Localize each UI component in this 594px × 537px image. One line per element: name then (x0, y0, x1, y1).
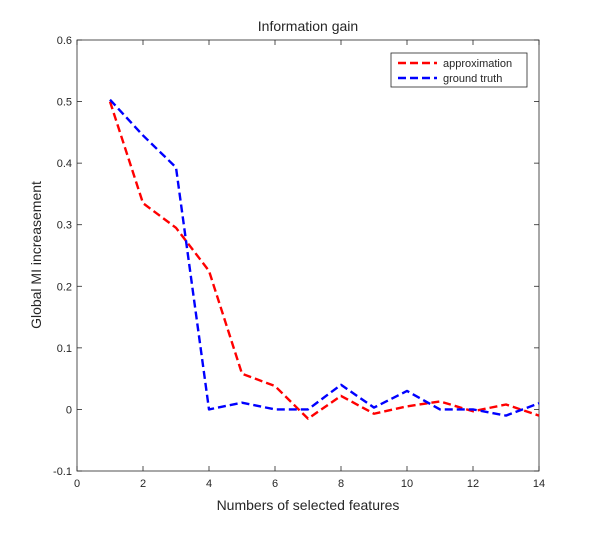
legend: approximation ground truth (390, 52, 528, 88)
x-axis-label: Numbers of selected features (217, 497, 400, 513)
y-tick-label: 0.3 (57, 220, 72, 232)
legend-label-ground-truth: ground truth (443, 73, 502, 85)
x-tick-label: 0 (74, 478, 80, 490)
y-tick-label: -0.1 (53, 466, 72, 478)
y-tick-label: 0.6 (57, 35, 72, 47)
y-tick-label: 0.2 (57, 281, 72, 293)
y-tick-label: 0 (66, 404, 72, 416)
x-axis-ticks: 0 2 4 6 8 10 12 14 (74, 40, 545, 490)
series-layer (108, 98, 540, 420)
x-tick-label: 8 (338, 478, 344, 490)
chart-title: Information gain (258, 18, 358, 34)
y-tick-label: 0.1 (57, 343, 72, 355)
x-tick-label: 14 (533, 478, 545, 490)
y-tick-label: 0.5 (57, 97, 72, 109)
y-axis-ticks: -0.1 0 0.1 0.2 0.3 0.4 0.5 0.6 (53, 35, 539, 478)
x-tick-label: 4 (206, 478, 212, 490)
series-line-approximation (108, 101, 540, 420)
x-tick-label: 6 (272, 478, 278, 490)
series-line-ground-truth (109, 98, 540, 417)
x-tick-label: 10 (401, 478, 413, 490)
plot-area (76, 39, 540, 472)
x-tick-label: 2 (140, 478, 146, 490)
legend-box (390, 52, 528, 88)
legend-label-approximation: approximation (443, 58, 512, 70)
y-axis-label: Global MI increasement (28, 181, 44, 329)
y-tick-label: 0.4 (57, 158, 72, 170)
x-tick-label: 12 (467, 478, 479, 490)
